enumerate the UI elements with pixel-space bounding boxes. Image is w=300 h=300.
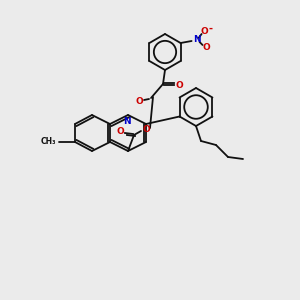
Text: O: O	[142, 125, 150, 134]
Text: O: O	[203, 43, 211, 52]
Text: O: O	[201, 26, 208, 35]
Text: -: -	[208, 24, 213, 34]
Text: O: O	[135, 97, 143, 106]
Text: N: N	[193, 35, 200, 44]
Text: N: N	[123, 116, 131, 125]
Text: CH₃: CH₃	[40, 137, 56, 146]
Text: O: O	[175, 80, 183, 89]
Text: O: O	[116, 127, 124, 136]
